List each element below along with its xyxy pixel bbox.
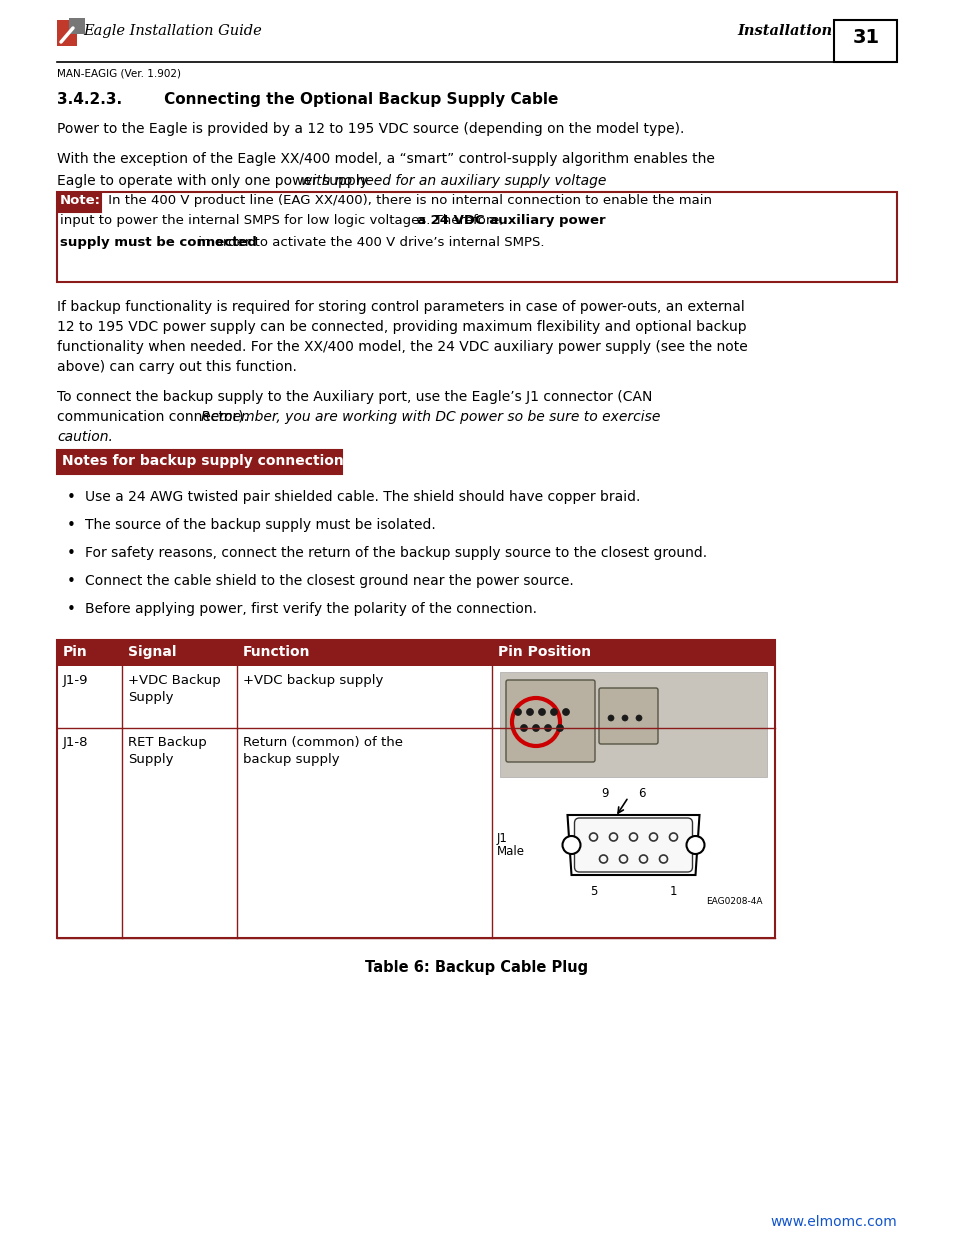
Text: Eagle to operate with only one power supply: Eagle to operate with only one power sup… [57, 174, 372, 188]
Circle shape [550, 709, 557, 715]
Circle shape [636, 715, 641, 721]
Text: Use a 24 AWG twisted pair shielded cable. The shield should have copper braid.: Use a 24 AWG twisted pair shielded cable… [85, 490, 639, 504]
Text: In the 400 V product line (EAG XX/400), there is no internal connection to enabl: In the 400 V product line (EAG XX/400), … [104, 194, 711, 207]
Text: Eagle Installation Guide: Eagle Installation Guide [83, 23, 261, 38]
Text: J1-9: J1-9 [63, 674, 89, 687]
Text: EAG0208-4A: EAG0208-4A [706, 897, 762, 906]
Text: The source of the backup supply must be isolated.: The source of the backup supply must be … [85, 517, 436, 532]
Text: Power to the Eagle is provided by a 12 to 195 VDC source (depending on the model: Power to the Eagle is provided by a 12 t… [57, 122, 683, 136]
Bar [57, 727, 774, 939]
Text: backup supply: backup supply [243, 753, 339, 766]
Bar [57, 640, 774, 666]
Bar [57, 666, 774, 727]
Text: To connect the backup supply to the Auxiliary port, use the Eagle’s J1 connector: To connect the backup supply to the Auxi… [57, 390, 652, 404]
Circle shape [526, 709, 533, 715]
Bar [69, 19, 85, 35]
Circle shape [520, 725, 527, 731]
Text: Pin Position: Pin Position [497, 645, 591, 659]
Circle shape [607, 715, 614, 721]
Text: Connect the cable shield to the closest ground near the power source.: Connect the cable shield to the closest … [85, 574, 573, 588]
Bar [833, 20, 896, 62]
Text: Signal: Signal [128, 645, 176, 659]
Text: •: • [67, 601, 76, 618]
Text: in order to activate the 400 V drive’s internal SMPS.: in order to activate the 400 V drive’s i… [194, 236, 544, 249]
Text: 1: 1 [669, 885, 677, 898]
Text: Male: Male [497, 845, 524, 858]
Text: Before applying power, first verify the polarity of the connection.: Before applying power, first verify the … [85, 601, 537, 616]
Circle shape [686, 836, 703, 853]
Text: .: . [525, 174, 530, 188]
Text: RET Backup: RET Backup [128, 736, 207, 748]
Circle shape [562, 709, 569, 715]
Text: If backup functionality is required for storing control parameters in case of po: If backup functionality is required for … [57, 300, 744, 314]
FancyBboxPatch shape [505, 680, 595, 762]
FancyBboxPatch shape [598, 688, 658, 743]
Bar [499, 672, 766, 777]
Circle shape [562, 836, 579, 853]
Text: www.elmomc.com: www.elmomc.com [769, 1215, 896, 1229]
Text: a 24 VDC auxiliary power: a 24 VDC auxiliary power [416, 214, 605, 227]
Circle shape [514, 709, 521, 715]
Text: For safety reasons, connect the return of the backup supply source to the closes: For safety reasons, connect the return o… [85, 546, 706, 559]
Text: +VDC backup supply: +VDC backup supply [243, 674, 383, 687]
Text: Notes for backup supply connections:: Notes for backup supply connections: [62, 454, 357, 468]
Text: with no need for an auxiliary supply voltage: with no need for an auxiliary supply vol… [301, 174, 606, 188]
Text: Supply: Supply [128, 753, 173, 766]
Text: caution.: caution. [57, 430, 112, 445]
Text: Return (common) of the: Return (common) of the [243, 736, 402, 748]
Circle shape [621, 715, 627, 721]
Text: Function: Function [243, 645, 310, 659]
Text: 12 to 195 VDC power supply can be connected, providing maximum flexibility and o: 12 to 195 VDC power supply can be connec… [57, 320, 746, 333]
Circle shape [544, 725, 551, 731]
Bar [59, 194, 101, 212]
Text: J1-8: J1-8 [63, 736, 89, 748]
Text: •: • [67, 490, 76, 505]
Circle shape [556, 725, 563, 731]
Bar [57, 640, 774, 939]
Polygon shape [567, 815, 699, 876]
Text: 3.4.2.3.        Connecting the Optional Backup Supply Cable: 3.4.2.3. Connecting the Optional Backup … [57, 91, 558, 107]
Text: 5: 5 [589, 885, 597, 898]
Text: functionality when needed. For the XX/400 model, the 24 VDC auxiliary power supp: functionality when needed. For the XX/40… [57, 340, 747, 354]
Text: Installation: Installation [736, 23, 831, 38]
Text: 9: 9 [601, 787, 609, 800]
Circle shape [532, 725, 539, 731]
Bar [57, 20, 77, 46]
Text: Supply: Supply [128, 692, 173, 704]
Text: J1: J1 [497, 832, 507, 845]
Text: •: • [67, 517, 76, 534]
Text: communication connector).: communication connector). [57, 410, 253, 424]
Text: Pin: Pin [63, 645, 88, 659]
Bar [57, 191, 896, 282]
Text: Remember, you are working with DC power so be sure to exercise: Remember, you are working with DC power … [201, 410, 660, 424]
Text: MAN-EAGIG (Ver. 1.902): MAN-EAGIG (Ver. 1.902) [57, 68, 181, 78]
Text: •: • [67, 574, 76, 589]
Text: 31: 31 [852, 28, 879, 47]
Text: supply must be connected: supply must be connected [60, 236, 256, 249]
Circle shape [537, 709, 545, 715]
Text: •: • [67, 546, 76, 561]
Text: With the exception of the Eagle XX/400 model, a “smart” control-supply algorithm: With the exception of the Eagle XX/400 m… [57, 152, 714, 165]
Text: input to power the internal SMPS for low logic voltages. Therefore,: input to power the internal SMPS for low… [60, 214, 507, 227]
Text: 6: 6 [638, 787, 644, 800]
Text: above) can carry out this function.: above) can carry out this function. [57, 359, 296, 374]
Text: Table 6: Backup Cable Plug: Table 6: Backup Cable Plug [365, 960, 588, 974]
FancyBboxPatch shape [574, 818, 692, 872]
Bar [57, 450, 341, 474]
Text: Note:: Note: [60, 194, 101, 207]
Text: +VDC Backup: +VDC Backup [128, 674, 220, 687]
